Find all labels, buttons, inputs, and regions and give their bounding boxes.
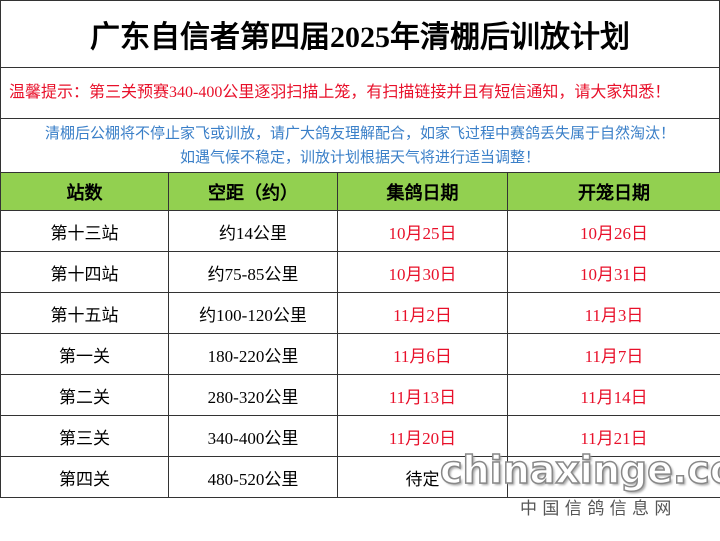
table-cell: 第十三站	[0, 210, 169, 252]
table-cell: 站数	[0, 172, 169, 211]
table-cell: 11月3日	[507, 292, 720, 334]
title: 广东自信者第四届2025年清棚后训放计划	[0, 0, 720, 68]
table-cell: 10月30日	[337, 251, 508, 293]
table-cell: 10月31日	[507, 251, 720, 293]
table-cell: 280-320公里	[168, 374, 338, 416]
notice-line: 如遇气候不稳定，训放计划根据天气将进行适当调整！	[179, 149, 540, 166]
table-cell: 第十四站	[0, 251, 169, 293]
table-cell: 480-520公里	[168, 456, 338, 498]
table-cell: 约14公里	[168, 210, 338, 252]
table-cell: 第二关	[0, 374, 169, 416]
table-cell: 11月14日	[507, 374, 720, 416]
watermark-name: 中 国 信 鸽 信 息 网	[520, 499, 672, 519]
table-cell: 11月6日	[337, 333, 508, 375]
watermark-domain: chinaxinge.com	[439, 447, 720, 493]
table-cell: 340-400公里	[168, 415, 338, 457]
table-cell: 11月7日	[507, 333, 720, 375]
table-cell: 约75-85公里	[168, 251, 338, 293]
table-cell: 第十五站	[0, 292, 169, 334]
table-cell: 180-220公里	[168, 333, 338, 375]
table-cell: 10月25日	[337, 210, 508, 252]
table-cell: 11月2日	[337, 292, 508, 334]
empty-cell	[507, 456, 720, 498]
table-cell: 空距（约）	[168, 172, 338, 211]
table-cell: 11月13日	[337, 374, 508, 416]
table-cell: 开笼日期	[507, 172, 720, 211]
table-cell: 集鸽日期	[337, 172, 508, 211]
table-cell: 约100-120公里	[168, 292, 338, 334]
table-cell: 第四关	[0, 456, 169, 498]
table-cell: 第一关	[0, 333, 169, 375]
notice-blue: 清棚后公棚将不停止家飞或训放，请广大鸽友理解配合，如家飞过程中赛鸽丢失属于自然淘…	[0, 118, 720, 173]
table-cell: 第三关	[0, 415, 169, 457]
notice-line: 清棚后公棚将不停止家飞或训放，请广大鸽友理解配合，如家飞过程中赛鸽丢失属于自然淘…	[44, 125, 675, 142]
notice-red: 温馨提示：第三关预赛340-400公里逐羽扫描上笼，有扫描链接并且有短信通知，请…	[0, 67, 720, 119]
table-cell: 10月26日	[507, 210, 720, 252]
